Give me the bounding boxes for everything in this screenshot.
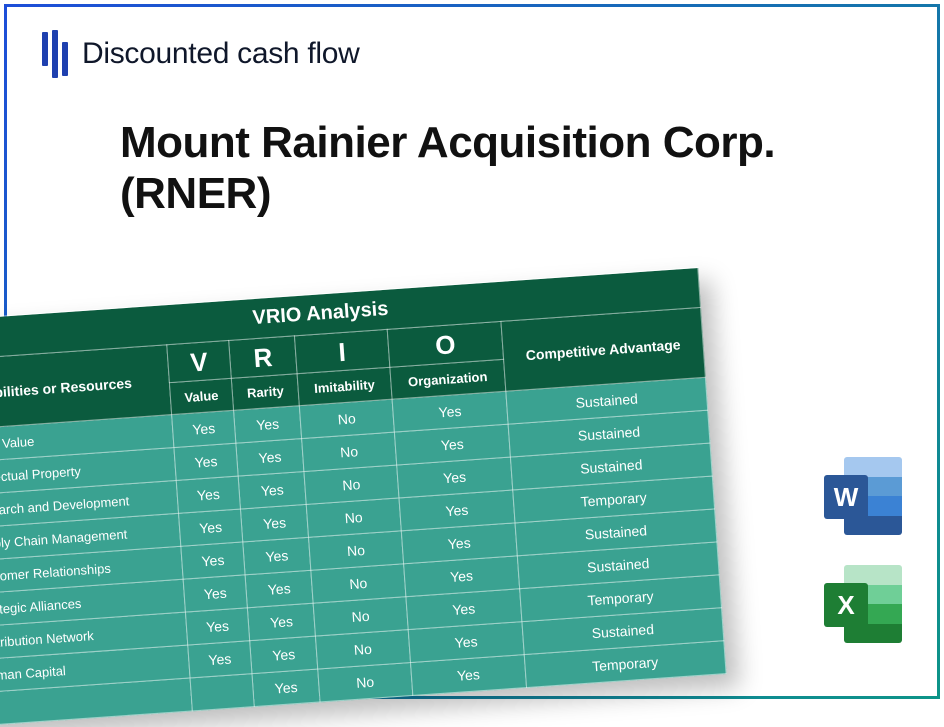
cell-rarity: Yes xyxy=(234,406,302,444)
cell-imitability: No xyxy=(318,663,413,702)
vrio-col-V: V xyxy=(167,340,232,382)
vrio-sub-value: Value xyxy=(169,378,234,414)
cell-rarity: Yes xyxy=(236,439,304,477)
cell-value: Yes xyxy=(174,443,239,480)
cell-value: Yes xyxy=(176,476,241,513)
cell-value xyxy=(190,674,255,711)
cell-value: Yes xyxy=(183,575,248,612)
vrio-table: VRIO Analysis Capabilities or Resources … xyxy=(0,267,727,727)
cell-rarity: Yes xyxy=(241,504,309,542)
word-badge: W xyxy=(824,475,868,519)
excel-badge: X xyxy=(824,583,868,627)
cell-value: Yes xyxy=(185,608,250,645)
cell-rarity: Yes xyxy=(245,570,313,608)
cell-value: Yes xyxy=(171,410,236,447)
vrio-col-I: I xyxy=(294,329,389,373)
vrio-col-R: R xyxy=(229,336,297,378)
cell-rarity: Yes xyxy=(243,537,311,575)
cell-rarity: Yes xyxy=(238,471,306,509)
cell-rarity: Yes xyxy=(252,669,320,707)
vrio-table-card: VRIO Analysis Capabilities or Resources … xyxy=(0,267,727,727)
cell-rarity: Yes xyxy=(248,603,316,641)
cell-value: Yes xyxy=(181,542,246,579)
brand: Discounted cash flow xyxy=(42,30,359,78)
document-icons: W X xyxy=(824,457,902,643)
cell-rarity: Yes xyxy=(250,636,318,674)
vrio-sub-rarity: Rarity xyxy=(232,374,300,411)
cell-value: Yes xyxy=(188,641,253,678)
brand-bars-icon xyxy=(42,30,68,78)
excel-icon[interactable]: X xyxy=(824,565,902,643)
word-icon[interactable]: W xyxy=(824,457,902,535)
brand-text: Discounted cash flow xyxy=(82,37,359,71)
page-title: Mount Rainier Acquisition Corp. (RNER) xyxy=(120,118,884,219)
cell-value: Yes xyxy=(178,509,243,546)
